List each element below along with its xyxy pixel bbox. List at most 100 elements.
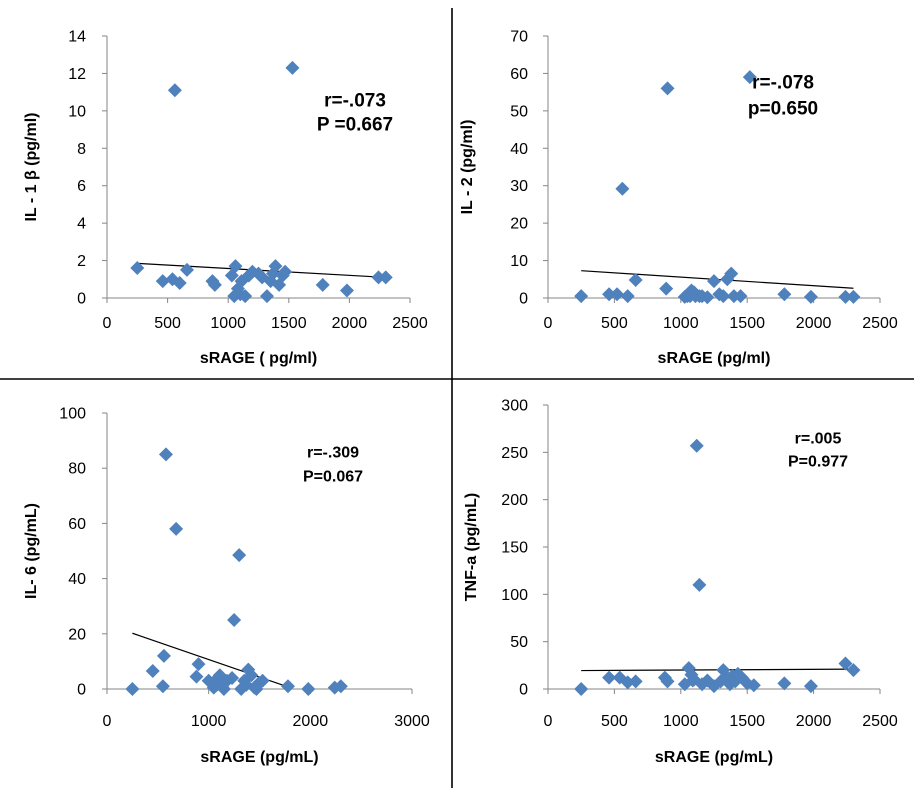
x-tick-label: 1500 <box>271 315 307 332</box>
x-tick-label: 1500 <box>729 713 765 730</box>
x-axis-title: sRAGE (pg/ml) <box>658 350 771 367</box>
y-tick-label: 50 <box>510 634 528 651</box>
data-point-marker <box>130 261 145 276</box>
data-point-marker <box>172 276 187 291</box>
x-tick-label: 2500 <box>862 713 898 730</box>
data-point-marker <box>278 264 293 279</box>
x-tick-label: 1500 <box>729 315 765 332</box>
y-tick-label: 70 <box>510 29 528 46</box>
data-point-marker <box>746 678 761 693</box>
x-tick-label: 0 <box>103 713 112 730</box>
y-axis-title: TNF-a (pg/mL) <box>463 493 480 601</box>
x-tick-label: 1000 <box>663 315 699 332</box>
chart-panel-2: 0 10 20 30 40 50 60 70 0 500 1000 1500 2000 2500 sRAGE… <box>459 29 898 368</box>
y-tick-label: 0 <box>77 682 86 699</box>
data-point-marker <box>315 277 330 292</box>
x-tick-label: 0 <box>544 315 553 332</box>
data-point-marker <box>689 438 704 453</box>
data-point-marker <box>846 289 861 304</box>
data-point-marker <box>628 273 643 288</box>
y-tick-label: 6 <box>77 178 86 195</box>
y-tick-label: 100 <box>501 587 528 604</box>
data-point-marker <box>660 81 675 96</box>
data-point-marker <box>371 270 386 285</box>
data-point-marker <box>228 259 243 274</box>
y-tick-label: 10 <box>68 103 86 120</box>
y-tick-label: 0 <box>519 291 528 308</box>
data-point-marker <box>244 668 259 683</box>
y-tick-label: 80 <box>68 461 86 478</box>
chart-panel-1: 0 2 4 6 8 10 12 14 0 500 1000 1500 2000 2500 sRAGE ( p… <box>23 29 428 368</box>
y-tick-label: 12 <box>68 66 86 83</box>
x-tick-label: 2500 <box>392 315 428 332</box>
y-tick-label: 10 <box>510 253 528 270</box>
data-point-marker <box>700 290 715 305</box>
data-point-marker <box>659 281 674 296</box>
data-point-marker <box>615 181 630 196</box>
correlation-r-label: r=-.078 <box>752 73 814 94</box>
y-tick-label: 8 <box>77 141 86 158</box>
data-point-marker <box>716 289 731 304</box>
data-point-marker <box>156 648 171 663</box>
data-point-marker <box>255 673 270 688</box>
y-tick-label: 40 <box>68 571 86 588</box>
data-point-marker <box>333 679 348 694</box>
correlation-r-label: r=.005 <box>795 431 842 448</box>
y-tick-label: 0 <box>519 682 528 699</box>
y-axis-title: IL - 1 β (pg/ml) <box>23 112 40 221</box>
y-tick-label: 200 <box>501 492 528 509</box>
data-point-marker <box>169 521 184 536</box>
x-tick-label: 500 <box>601 315 628 332</box>
data-point-marker <box>339 283 354 298</box>
data-point-marker <box>179 262 194 277</box>
x-axis-title: sRAGE (pg/mL) <box>655 749 773 766</box>
x-tick-label: 2500 <box>862 315 898 332</box>
data-point-marker <box>620 675 635 690</box>
y-tick-label: 2 <box>77 253 86 270</box>
data-point-marker <box>378 270 393 285</box>
correlation-r-label: r=-.073 <box>324 91 386 112</box>
y-tick-label: 250 <box>501 445 528 462</box>
x-tick-label: 0 <box>544 713 553 730</box>
data-point-marker <box>280 679 295 694</box>
data-point-marker <box>660 674 675 689</box>
x-tick-label: 2000 <box>332 315 368 332</box>
x-axis-title: sRAGE (pg/mL) <box>200 749 318 766</box>
y-tick-label: 60 <box>68 516 86 533</box>
data-point-marker <box>692 577 707 592</box>
data-point-marker <box>232 548 247 563</box>
data-point-marker <box>191 657 206 672</box>
data-point-marker <box>268 259 283 274</box>
data-point-marker <box>707 274 721 289</box>
data-point-marker <box>301 682 316 696</box>
x-tick-label: 2000 <box>293 713 329 730</box>
data-point-marker <box>803 289 818 304</box>
y-tick-label: 20 <box>510 216 528 233</box>
data-point-marker <box>846 663 861 678</box>
data-point-marker <box>167 83 182 98</box>
y-tick-label: 30 <box>510 178 528 195</box>
data-point-marker <box>803 679 818 694</box>
data-point-marker <box>145 664 160 679</box>
y-tick-label: 4 <box>77 216 86 233</box>
data-point-marker <box>238 289 253 304</box>
data-point-marker <box>777 676 792 691</box>
data-point-marker <box>207 277 222 292</box>
x-tick-label: 0 <box>103 315 112 332</box>
x-tick-label: 2000 <box>796 315 832 332</box>
data-point-marker <box>227 613 242 627</box>
x-tick-label: 500 <box>154 315 181 332</box>
y-tick-label: 60 <box>510 66 528 83</box>
data-point-marker <box>259 289 274 304</box>
data-point-marker <box>155 274 170 289</box>
p-value-label: P =0.667 <box>317 115 393 136</box>
y-tick-label: 300 <box>501 398 528 415</box>
data-point-marker <box>610 287 625 302</box>
p-value-label: P=0.977 <box>788 454 848 471</box>
y-axis-title: IL- 6 (pg/mL) <box>23 503 40 599</box>
data-point-marker <box>628 674 643 689</box>
y-tick-label: 100 <box>59 406 86 423</box>
data-point-marker <box>777 287 792 302</box>
y-tick-label: 0 <box>77 291 86 308</box>
